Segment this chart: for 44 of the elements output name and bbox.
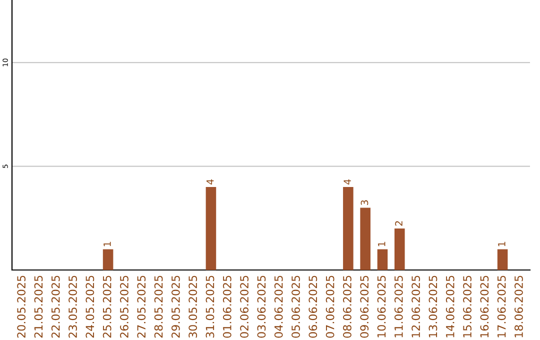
x-tick-label: 11.06.2025 xyxy=(394,276,403,338)
data-label: 4 xyxy=(344,179,351,184)
x-tick-label: 12.06.2025 xyxy=(412,276,420,338)
x-tick-label: 28.05.2025 xyxy=(154,276,163,338)
bar xyxy=(497,249,508,270)
x-tick-label: 05.06.2025 xyxy=(292,276,300,338)
data-label: 1 xyxy=(498,242,506,246)
x-tick-label: 10.06.2025 xyxy=(377,276,386,338)
x-tick-label: 15.06.2025 xyxy=(463,276,472,338)
x-tick-label: 18.06.2025 xyxy=(514,276,523,338)
bar xyxy=(377,249,388,270)
x-tick-label: 14.06.2025 xyxy=(446,276,454,338)
x-tick-label: 25.05.2025 xyxy=(102,276,112,338)
x-tick-label: 13.06.2025 xyxy=(428,276,438,338)
bar xyxy=(206,187,216,270)
x-tick-label: 02.06.2025 xyxy=(240,276,248,338)
x-tick-label: 03.06.2025 xyxy=(257,276,266,338)
x-tick-label: 31.05.2025 xyxy=(206,276,214,338)
x-tick-label: 07.06.2025 xyxy=(326,276,334,338)
x-tick-label: 21.05.2025 xyxy=(34,276,43,338)
data-label: 4 xyxy=(206,179,214,184)
bar xyxy=(360,208,370,270)
x-tick-label: 30.05.2025 xyxy=(188,276,198,338)
x-tick-label: 17.06.2025 xyxy=(497,276,506,338)
bar xyxy=(102,249,114,270)
bar xyxy=(394,228,405,270)
data-label: 1 xyxy=(378,242,386,246)
x-tick-label: 22.05.2025 xyxy=(51,276,60,338)
x-tick-label: 08.06.2025 xyxy=(343,276,352,338)
data-label: 1 xyxy=(104,242,111,246)
x-tick-label: 06.06.2025 xyxy=(308,276,318,338)
x-tick-label: 04.06.2025 xyxy=(274,276,283,338)
x-tick-label: 23.05.2025 xyxy=(68,276,77,338)
x-tick-label: 01.06.2025 xyxy=(222,276,232,338)
x-tick-label: 20.05.2025 xyxy=(17,276,26,338)
data-label: 2 xyxy=(395,221,402,226)
x-tick-label: 29.05.2025 xyxy=(171,276,180,338)
x-tick-label: 09.06.2025 xyxy=(360,276,369,338)
bar xyxy=(343,187,354,270)
x-tick-label: 27.05.2025 xyxy=(137,276,146,338)
x-tick-label: 16.06.2025 xyxy=(480,276,489,338)
x-tick-label: 24.05.2025 xyxy=(86,276,94,338)
data-label: 3 xyxy=(360,200,368,205)
x-tick-label: 26.05.2025 xyxy=(120,276,128,338)
